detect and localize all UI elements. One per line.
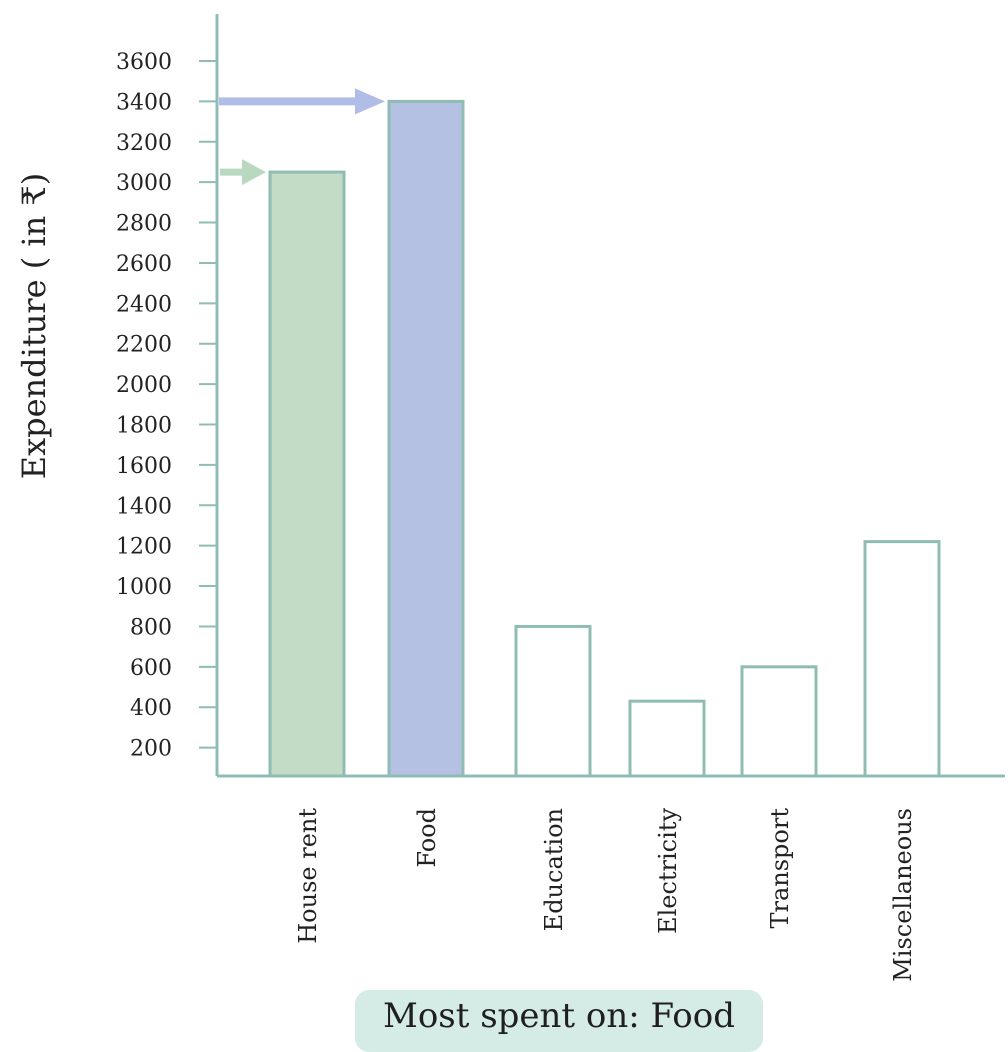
y-tick-label: 3600: [116, 50, 172, 75]
arrow-head: [242, 159, 266, 186]
x-tick-label: Electricity: [654, 808, 682, 934]
y-axis-title: Expenditure ( in ₹): [15, 173, 53, 480]
bar-food: [387, 99, 465, 778]
x-axis-labels: House rent Food Education Electricity Transp…: [294, 808, 917, 982]
y-tick-label: 1600: [116, 454, 172, 479]
bar-electricity: [628, 699, 706, 778]
bars: [268, 99, 941, 778]
y-tick-label: 600: [130, 656, 172, 681]
y-tick-label: 400: [130, 696, 172, 721]
y-tick-label: 2600: [116, 252, 172, 277]
y-tick-label: 2200: [116, 333, 172, 358]
y-tick-label: 1800: [116, 414, 172, 439]
highlight-arrows: [219, 88, 385, 186]
y-tick-label: 2400: [116, 292, 172, 317]
bar-education: [514, 624, 592, 778]
y-tick-label: 200: [130, 737, 172, 762]
summary-text: Most spent on: Food: [383, 996, 735, 1036]
x-tick-label: House rent: [294, 808, 322, 944]
y-tick-label: 800: [130, 615, 172, 640]
y-tick-label: 1400: [116, 494, 172, 519]
x-tick-label: Education: [540, 808, 568, 931]
x-tick-label: Miscellaneous: [889, 808, 917, 982]
y-tick-label: 2000: [116, 373, 172, 398]
bar-miscellaneous: [863, 540, 941, 778]
arrow-head: [355, 88, 385, 115]
y-tick-label: 3200: [116, 131, 172, 156]
y-tick-label: 2800: [116, 212, 172, 237]
y-axis-ticks: 200 400 600 800 1000 1200 1400 1600 1800 2000 2200…: [116, 50, 217, 762]
bar-house-rent: [268, 170, 346, 778]
x-tick-label: Food: [413, 808, 441, 868]
y-tick-label: 1200: [116, 535, 172, 560]
y-tick-label: 3400: [116, 90, 172, 115]
bar-transport: [740, 665, 818, 778]
y-tick-label: 1000: [116, 575, 172, 600]
y-tick-label: 3000: [116, 171, 172, 196]
summary-badge: Most spent on: Food: [355, 990, 763, 1052]
x-tick-label: Transport: [766, 808, 794, 929]
